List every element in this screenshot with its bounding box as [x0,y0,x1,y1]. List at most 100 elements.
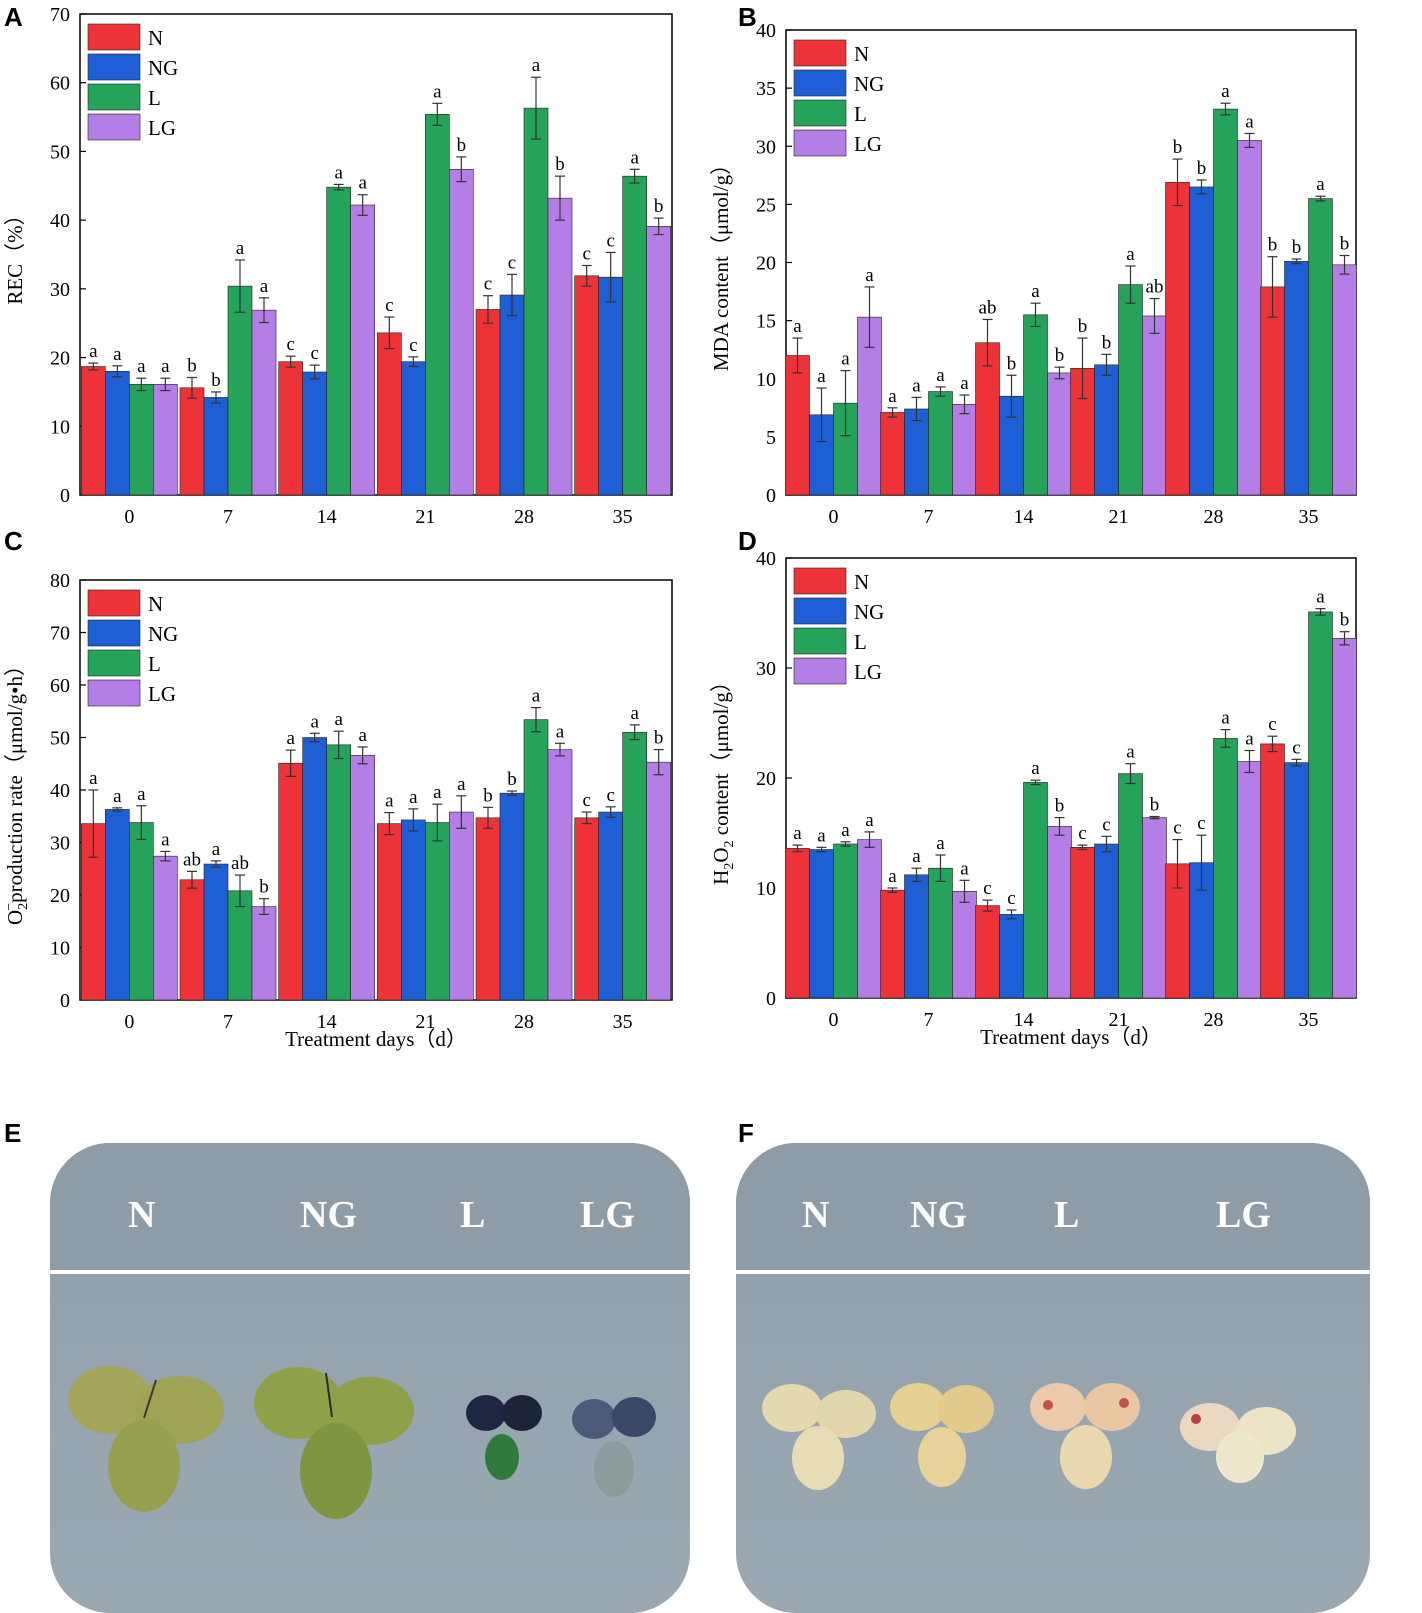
bar [1260,743,1285,999]
x-tick-label: 35 [1299,506,1319,528]
panel-letter-d: D [738,526,757,556]
significance-label: c [582,790,590,811]
significance-label: c [409,335,417,356]
significance-label: a [1316,174,1325,195]
y-tick-label: 35 [756,78,776,100]
bar [1094,364,1119,496]
bar [425,114,450,496]
bar [1284,261,1309,496]
bar [904,408,929,496]
significance-label: a [433,782,442,803]
bar [1308,198,1333,496]
bar [1023,782,1048,999]
bar [880,889,905,999]
x-tick-label: 14 [1014,1009,1034,1031]
significance-label: c [983,878,991,899]
significance-label: c [1268,714,1276,735]
bar [1332,638,1357,999]
legend-swatch [793,567,847,595]
bar [179,879,205,1001]
bar [880,412,905,496]
significance-label: a [457,774,466,795]
bar [251,309,277,496]
significance-label: b [1055,796,1065,817]
significance-label: a [161,356,170,377]
legend-label: NG [854,72,884,96]
legend-swatch [793,39,847,67]
bar [1332,264,1357,496]
bar [928,867,953,999]
significance-label: a [212,839,221,860]
bar [350,755,375,1001]
significance-label: a [1221,708,1230,729]
legend-label: NG [854,600,884,624]
bar [1047,826,1072,999]
significance-label: a [161,829,170,850]
photo-e-label-lg: LG [580,1194,635,1236]
bar [278,361,303,496]
bar [523,107,549,496]
significance-label: a [912,375,921,396]
significance-label: c [310,343,318,364]
x-axis-label: Treatment days（d） [285,1027,467,1051]
legend-label: N [148,26,163,50]
bar [1118,773,1143,999]
x-tick-label: 21 [1109,1009,1129,1031]
bar [928,391,953,496]
bar [1165,181,1190,496]
legend-label: NG [148,622,178,646]
significance-label: b [1340,234,1350,255]
bar [377,332,402,496]
significance-label: a [433,81,442,102]
leaf-lg [1180,1403,1296,1483]
y-tick-label: 30 [50,279,70,301]
photo-label-band [736,1143,1370,1271]
bar [499,792,525,1001]
x-tick-label: 35 [1299,1009,1319,1031]
significance-label: a [310,711,319,732]
bar [401,819,426,1001]
significance-label: a [137,356,146,377]
y-tick-label: 70 [50,623,70,645]
x-tick-label: 28 [514,506,534,528]
bar [401,361,426,496]
bar [153,855,178,1001]
significance-label: a [260,276,269,297]
significance-label: c [484,274,492,295]
y-tick-label: 40 [756,20,776,42]
significance-label: a [358,725,367,746]
y-tick-label: 30 [50,833,70,855]
y-tick-label: 25 [756,194,776,216]
x-tick-label: 7 [924,1009,934,1031]
significance-label: a [841,349,850,370]
significance-label: a [409,787,418,808]
y-tick-label: 0 [766,485,776,507]
bar [326,186,351,496]
significance-label: ab [183,849,201,870]
significance-label: c [1292,737,1300,758]
x-tick-label: 28 [514,1011,534,1033]
y-tick-label: 40 [50,210,70,232]
bar [952,404,977,496]
significance-label: b [457,135,467,156]
significance-label: a [113,786,122,807]
significance-label: a [1031,281,1040,302]
significance-label: ab [231,853,249,874]
bar [785,848,810,999]
significance-label: b [1055,345,1065,366]
bar [129,384,154,496]
bar [499,294,525,496]
panel-letter-b: B [738,2,757,32]
bar [598,276,623,496]
bar [350,204,375,496]
x-tick-label: 35 [613,1011,633,1033]
y-tick-label: 70 [50,4,70,26]
significance-label: b [1078,316,1088,337]
significance-label: a [89,341,98,362]
legend-label: NG [148,56,178,80]
leaf-l [1030,1383,1140,1489]
significance-label: b [654,728,664,749]
bar [1047,372,1072,496]
